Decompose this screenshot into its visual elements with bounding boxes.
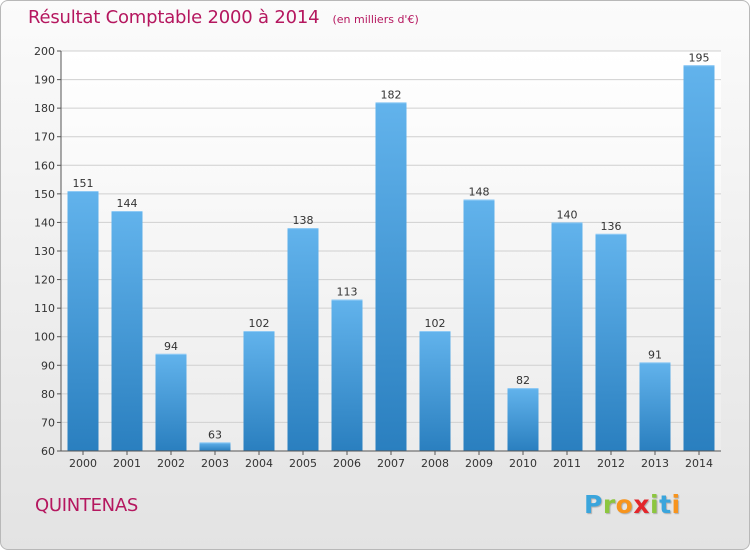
y-tick-label: 190 <box>34 74 55 87</box>
x-tick-label: 2000 <box>69 457 97 470</box>
x-tick-label: 2002 <box>157 457 185 470</box>
x-tick-label: 2013 <box>641 457 669 470</box>
bar <box>243 331 275 451</box>
bar <box>463 199 495 451</box>
data-label: 148 <box>469 186 490 199</box>
chart-title-row: Résultat Comptable 2000 à 2014 (en milli… <box>28 7 419 28</box>
x-tick-label: 2011 <box>553 457 581 470</box>
y-tick-label: 120 <box>34 274 55 287</box>
bar <box>199 442 231 451</box>
data-label: 136 <box>601 220 622 233</box>
y-axis: 60 70 80 90 100 110 120 130 140 150 160 170 180 190 20… <box>34 45 62 458</box>
data-label: 140 <box>557 208 578 221</box>
bar <box>375 102 407 451</box>
y-tick-label: 100 <box>34 331 55 344</box>
x-tick-label: 2012 <box>597 457 625 470</box>
x-tick-label: 2005 <box>289 457 317 470</box>
x-tick-label: 2014 <box>685 457 713 470</box>
y-tick-label: 180 <box>34 102 55 115</box>
x-tick-label: 2006 <box>333 457 361 470</box>
x-tick-label: 2008 <box>421 457 449 470</box>
y-tick-label: 110 <box>34 302 55 315</box>
bar <box>683 65 715 452</box>
bar <box>551 222 583 451</box>
data-label: 91 <box>648 348 662 361</box>
logo-letter: x <box>633 490 650 519</box>
bar <box>155 353 187 451</box>
x-tick-label: 2009 <box>465 457 493 470</box>
x-tick-label: 2004 <box>245 457 273 470</box>
y-tick-label: 80 <box>41 388 55 401</box>
y-tick-label: 130 <box>34 245 55 258</box>
x-tick-label: 2007 <box>377 457 405 470</box>
bar <box>111 211 143 451</box>
x-tick-label: 2010 <box>509 457 537 470</box>
y-tick-label: 140 <box>34 216 55 229</box>
x-tick-label: 2003 <box>201 457 229 470</box>
data-label: 82 <box>516 374 530 387</box>
data-label: 113 <box>337 286 358 299</box>
chart-unit: (en milliers d'€) <box>332 13 419 26</box>
data-label: 144 <box>117 197 138 210</box>
data-label: 195 <box>689 51 710 64</box>
logo-letter: i <box>671 490 681 519</box>
chart-title: Résultat Comptable 2000 à 2014 <box>28 7 320 28</box>
bars: 151 144 94 63 102 138 113 182 102 148 82 140 136 91 19… <box>67 51 715 452</box>
bar <box>331 299 363 451</box>
proxiti-logo[interactable]: Proxiti <box>584 490 681 519</box>
logo-letter: P <box>584 490 603 519</box>
logo-letter: i <box>650 490 660 519</box>
bar <box>67 191 99 451</box>
y-tick-label: 60 <box>41 445 55 458</box>
data-label: 138 <box>293 214 314 227</box>
bar <box>419 331 451 451</box>
y-tick-label: 200 <box>34 45 55 58</box>
logo-letter: o <box>615 490 634 519</box>
logo-letter: r <box>602 490 616 519</box>
data-label: 151 <box>73 177 94 190</box>
x-tick-label: 2001 <box>113 457 141 470</box>
bar <box>639 362 671 451</box>
commune-name: QUINTENAS <box>35 495 138 516</box>
bar <box>507 388 539 451</box>
data-label: 94 <box>164 340 178 353</box>
y-tick-label: 170 <box>34 131 55 144</box>
data-label: 102 <box>425 317 446 330</box>
logo-letter: t <box>659 490 672 519</box>
bar <box>287 228 319 451</box>
y-tick-label: 70 <box>41 416 55 429</box>
data-label: 63 <box>208 428 222 441</box>
y-tick-label: 160 <box>34 159 55 172</box>
data-label: 182 <box>381 88 402 101</box>
y-tick-label: 150 <box>34 188 55 201</box>
y-tick-label: 90 <box>41 359 55 372</box>
x-axis: 2000 2001 2002 2003 2004 2005 2006 2007 2008 2009… <box>61 450 721 470</box>
data-label: 102 <box>249 317 270 330</box>
bar <box>595 233 627 451</box>
